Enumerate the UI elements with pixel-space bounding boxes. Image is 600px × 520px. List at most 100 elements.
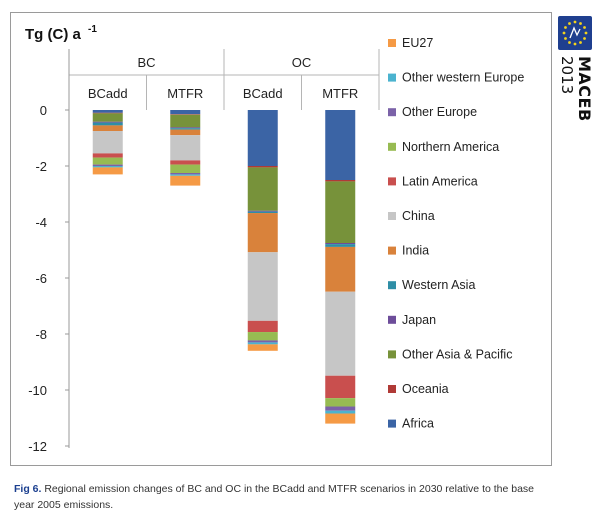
bar-segment xyxy=(92,167,123,175)
category-label: BCadd xyxy=(243,86,283,101)
legend-label: Japan xyxy=(402,313,436,327)
bar-segment xyxy=(92,121,123,123)
bar-segment xyxy=(325,246,356,292)
logo-year: 2013 xyxy=(558,56,576,95)
legend-label: Africa xyxy=(402,417,434,431)
bar-segment xyxy=(247,332,278,341)
eu-flag-icon xyxy=(558,16,592,50)
y-tick-label: -8 xyxy=(35,327,47,342)
bar-segment xyxy=(170,127,201,129)
flag-star xyxy=(568,22,571,25)
legend-swatch xyxy=(388,419,396,428)
category-label: BCadd xyxy=(88,86,128,101)
bar-segment xyxy=(170,114,201,115)
y-tick-label: -12 xyxy=(28,439,47,454)
flag-star xyxy=(564,37,567,40)
y-axis-label-superscript: -1 xyxy=(88,24,97,35)
bar-segment xyxy=(247,166,278,168)
bar-segment xyxy=(247,340,278,343)
bar-segment xyxy=(325,181,356,243)
bar-segment xyxy=(170,129,201,136)
legend-label: Western Asia xyxy=(402,278,475,292)
flag-star xyxy=(568,41,571,44)
bar-segment xyxy=(325,413,356,424)
legend-label: Other Europe xyxy=(402,105,477,119)
bar-segment xyxy=(92,164,123,166)
legend-swatch xyxy=(388,142,396,151)
y-tick-label: -10 xyxy=(28,383,47,398)
caption-text: Regional emission changes of BC and OC i… xyxy=(14,483,535,511)
legend-swatch xyxy=(388,281,396,290)
bar-segment xyxy=(247,342,278,345)
bar-segment xyxy=(325,375,356,399)
legend-label: EU27 xyxy=(402,36,433,50)
group-label: BC xyxy=(137,55,155,70)
category-label: MTFR xyxy=(167,86,203,101)
flag-star xyxy=(579,41,582,44)
figure-caption: Fig 6. Regional emission changes of BC a… xyxy=(14,481,554,513)
flag-star xyxy=(579,22,582,25)
legend-label: China xyxy=(402,209,435,223)
legend-swatch xyxy=(388,246,396,255)
bar-segment xyxy=(170,174,201,176)
bar-segment xyxy=(247,252,278,321)
y-tick-label: -4 xyxy=(35,215,47,230)
legend-swatch xyxy=(388,73,396,82)
bar-segment xyxy=(170,160,201,165)
bar-segment xyxy=(170,173,201,175)
chart-frame: Tg (C) a -1 BC BCadd MTFR OC BCadd MTFR 0 -2 -4 -6 -… xyxy=(10,12,552,466)
bar-segment xyxy=(92,122,123,126)
bar-segment xyxy=(170,175,201,186)
flag-star xyxy=(573,42,577,46)
bar-segment xyxy=(325,180,356,182)
bar-segment xyxy=(325,406,356,411)
legend-swatch xyxy=(388,108,396,117)
bar-segment xyxy=(247,344,278,351)
bar-segment xyxy=(325,244,356,247)
legend-label: Other western Europe xyxy=(402,71,524,85)
legend-swatch xyxy=(388,212,396,220)
bar-segment xyxy=(92,131,123,154)
bar-segment xyxy=(247,167,278,211)
legend-label: Latin America xyxy=(402,174,478,188)
y-tick-label: -2 xyxy=(35,159,47,174)
flag-star xyxy=(583,37,586,40)
legend-label: Other Asia & Pacific xyxy=(402,347,512,361)
bar-segment xyxy=(325,398,356,407)
bar-segment xyxy=(325,410,356,414)
flag-star xyxy=(564,26,567,29)
bar-segment xyxy=(325,110,356,180)
bar-segment xyxy=(92,113,123,122)
bar-segment xyxy=(170,114,201,128)
legend-swatch xyxy=(388,177,396,186)
chart-svg: Tg (C) a -1 BC BCadd MTFR OC BCadd MTFR 0 -2 -4 -6 -… xyxy=(25,24,524,454)
legend-label: Northern America xyxy=(402,140,499,154)
bar-segment xyxy=(247,110,278,166)
bar-segment xyxy=(92,112,123,114)
legend-swatch xyxy=(388,350,396,359)
flag-star xyxy=(562,31,566,35)
logo-name: MACEB xyxy=(575,56,594,122)
bar-segment xyxy=(170,135,201,161)
legend-label: India xyxy=(402,244,429,258)
bar-segment xyxy=(170,164,201,173)
legend-swatch xyxy=(388,385,396,393)
bar-segment xyxy=(325,291,356,376)
bar-segment xyxy=(170,110,201,115)
legend-swatch xyxy=(388,315,396,324)
flag-star xyxy=(573,20,577,24)
legend-swatch xyxy=(388,39,396,47)
flag-star xyxy=(584,31,588,35)
bar-segment xyxy=(92,125,123,131)
bar-segment xyxy=(325,243,356,245)
bar-segment xyxy=(247,210,278,212)
flag-signature xyxy=(569,26,581,39)
maceb-logo: MACEB 2013 xyxy=(556,12,596,140)
bar-segment xyxy=(92,166,123,168)
bar-segment xyxy=(247,320,278,333)
legend-label: Oceania xyxy=(402,382,449,396)
caption-label: Fig 6. xyxy=(14,483,42,495)
bar-segment xyxy=(92,153,123,158)
flag-star xyxy=(583,26,586,29)
category-label: MTFR xyxy=(322,86,358,101)
